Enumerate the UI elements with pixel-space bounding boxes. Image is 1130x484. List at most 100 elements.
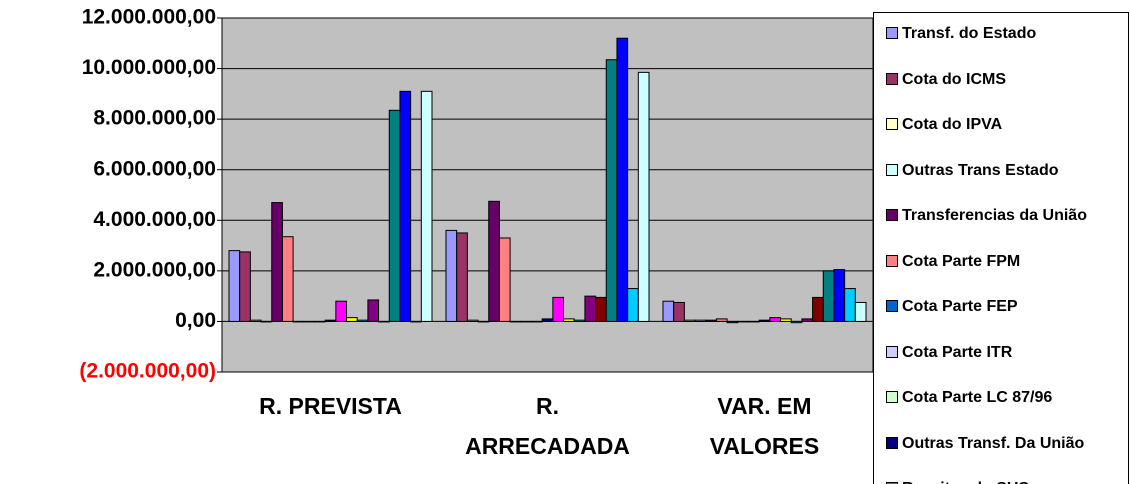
bar [498,237,511,322]
bar [292,320,305,323]
bar [790,320,803,324]
legend-label: Cota do ICMS [902,70,1006,88]
legend-item: Cota Parte FEP [886,298,1126,315]
bar [445,229,458,322]
bar [271,202,283,322]
legend-item: Cota do ICMS [886,71,1126,88]
bar [737,320,749,323]
bar [356,319,369,322]
bar [324,319,337,322]
bar [228,250,241,322]
legend-label: Outras Transf. Da União [902,434,1085,452]
bar [303,320,315,323]
bar [694,319,707,322]
legend-label: Transferencias da União [902,207,1087,224]
x-tick-label: VAR. EM VALORES [709,393,820,459]
x-tick-label: R. PREVISTA [259,393,402,419]
legend-item: Outras Transf. Da União [886,435,1126,452]
bar [595,296,607,322]
legend-item: Cota do IPVA [886,116,1126,133]
y-tick-label: 2.000.000,00 [93,258,216,281]
bar [780,318,792,322]
bar [769,317,782,322]
bar [844,288,856,322]
bar [573,319,586,322]
legend-swatch [886,27,898,39]
bar [477,320,490,323]
legend-label: Cota Parte ITR [902,343,1013,361]
legend-swatch [886,209,898,221]
bar [488,200,500,322]
legend-swatch [886,391,898,403]
legend-swatch [886,72,898,85]
bar [346,317,358,322]
bar [822,270,835,322]
legend-item: Transf. do Estado [886,25,1126,42]
bar [509,320,522,323]
legend-swatch [886,345,898,358]
legend-swatch [886,254,898,267]
bar [563,318,575,322]
legend-swatch [886,163,898,176]
bar [812,296,824,322]
legend-item: Cota Parte LC 87/96 [886,389,1126,406]
bar [388,109,401,322]
bar [758,319,771,322]
plot-svg: (2.000.000,00) 0,00 2.000.000,00 4.000.000,… [79,6,873,383]
y-tick-label: 8.000.000,00 [93,107,216,130]
legend-swatch [886,482,898,484]
bar [747,320,760,323]
bar [399,90,412,322]
legend: Transf. do Estado Cota do ICMS Cota do IPV… [873,12,1129,484]
y-tick-label: 12.000.000,00 [82,6,216,29]
bar [616,37,629,322]
legend-item: Cota Parte FPM [886,253,1126,270]
bar [420,90,433,322]
bar [249,319,262,322]
bar [673,301,685,322]
bar [541,318,554,322]
bar [410,320,422,323]
bar [726,320,739,324]
legend-label: Cota do IPVA [902,116,1003,133]
legend-label: Cota Parte FPM [902,252,1021,270]
legend-item: Outras Trans Estado [886,162,1126,179]
legend-swatch [886,300,898,312]
legend-label: Cota Parte LC 87/96 [902,389,1053,406]
bar [833,269,846,322]
legend-item: Cota Parte ITR [886,344,1126,361]
bar [584,295,597,322]
bar [520,320,532,323]
bar [662,300,675,322]
bar [530,320,543,323]
bar [367,299,380,322]
legend-swatch [886,118,898,130]
bar [260,320,273,323]
bar [239,251,251,322]
legend-label: Transf. do Estado [902,25,1037,42]
legend-label: Outras Trans Estado [902,161,1059,179]
bar [637,71,650,322]
legend-label: Receitas do SUS [902,480,1029,484]
bar [715,318,728,322]
y-tick-label: 0,00 [175,309,216,332]
plot-area [221,17,873,373]
bar [605,59,618,322]
y-tick-label: 10.000.000,00 [82,56,216,79]
bar [456,232,468,322]
bar [705,319,717,322]
legend-swatch [886,436,898,449]
legend-item: Transferencias da União [886,207,1126,224]
bar [627,288,639,322]
legend-item: Receitas do SUS [886,480,1126,484]
y-tick-label: 4.000.000,00 [93,208,216,231]
bar [552,296,565,322]
legend-label: Cota Parte FEP [902,298,1018,315]
bar [378,320,390,323]
bar [281,236,294,322]
bar [313,320,326,323]
bar [683,319,696,322]
bar [801,318,814,322]
y-tick-label: 6.000.000,00 [93,157,216,180]
